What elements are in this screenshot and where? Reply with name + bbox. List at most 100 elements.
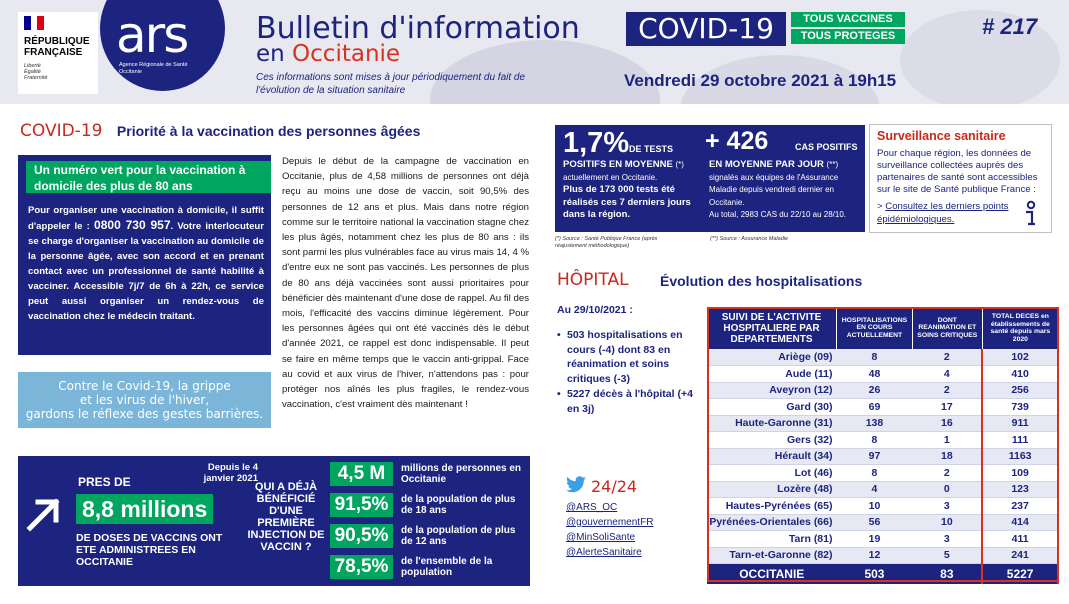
- covid-title-box: COVID-19: [626, 12, 786, 46]
- header-decoration: [900, 10, 1060, 104]
- hospitalisations-cell: 8: [836, 349, 913, 366]
- twitter-account-link[interactable]: @gouvernementFR: [566, 517, 654, 528]
- reanimation-cell: 5: [912, 547, 983, 564]
- since-date: Depuis le 4 janvier 2021: [203, 462, 258, 484]
- twitter-account-link[interactable]: @AlerteSanitaire: [566, 547, 642, 558]
- table-row: Gard (30) 69 17 739: [707, 398, 1059, 416]
- reanimation-cell: 4: [912, 365, 983, 383]
- daily-cases-description: EN MOYENNE PAR JOUR (**) signalés aux éq…: [709, 159, 846, 219]
- reanimation-cell: 3: [912, 530, 983, 548]
- department-name-cell: Lozère (48): [707, 481, 837, 498]
- deaths-cell: 1163: [981, 448, 1059, 465]
- positive-test-description: POSITIFS EN MOYENNE (*) actuellement en …: [563, 159, 691, 220]
- stat-value: 4,5 M: [330, 462, 393, 486]
- deaths-cell: 241: [981, 547, 1059, 564]
- info-icon: [1026, 200, 1036, 226]
- republique-motto: Liberté Égalité Fraternité: [24, 63, 48, 81]
- deaths-cell: 237: [981, 497, 1059, 515]
- table-row: Gers (32) 8 1 111: [707, 431, 1059, 449]
- reanimation-cell: 1: [912, 431, 983, 449]
- hospitalisations-cell: 12: [836, 547, 913, 564]
- stat-label: de la population de plus de 18 ans: [401, 494, 516, 516]
- department-name-cell: Aude (11): [707, 365, 837, 383]
- hospitalisations-cell: 48: [836, 365, 913, 383]
- column-header: SUIVI DE L'ACTIVITE HOSPITALIERE PAR DEP…: [707, 307, 837, 349]
- hospitalisations-cell: 8: [836, 431, 913, 449]
- total-hospitalisations: 503: [836, 563, 913, 584]
- reanimation-cell: 3: [912, 497, 983, 515]
- list-item: • 503 hospitalisations en cours (-4) dont…: [557, 329, 683, 385]
- column-header: TOTAL DECES en établissements de santé d…: [982, 307, 1058, 349]
- deaths-cell: 739: [981, 398, 1059, 416]
- table-row: Aude (11) 48 4 410: [707, 365, 1059, 383]
- reanimation-cell: 18: [912, 448, 983, 465]
- deaths-cell: 102: [981, 349, 1059, 366]
- hospitalisations-cell: 8: [836, 464, 913, 482]
- doses-description: DE DOSES DE VACCINS ONT ETE ADMINISTREES…: [76, 532, 223, 568]
- hospital-section-tag: HÔPITAL: [557, 270, 629, 290]
- twitter-hours: 24/24: [591, 477, 638, 496]
- department-name-cell: Hérault (34): [707, 448, 837, 465]
- twitter-account-link[interactable]: @MinSoliSante: [566, 532, 636, 543]
- pres-de-label: PRES DE: [78, 475, 131, 489]
- department-name-cell: Tarn (81): [707, 530, 837, 548]
- tests-cases-box: 1,7% DE TESTS POSITIFS EN MOYENNE (*) ac…: [555, 125, 865, 232]
- reanimation-cell: 10: [912, 514, 983, 531]
- deaths-cell: 111: [981, 431, 1059, 449]
- total-label: OCCITANIE: [707, 563, 837, 584]
- daily-cases-unit: CAS POSITIFS: [795, 142, 858, 152]
- cases-source-note: (**) Source : Assurance Maladie: [710, 236, 789, 242]
- home-vaccination-text: Pour organiser une vaccination à domicil…: [28, 205, 265, 322]
- table-row: Haute-Garonne (31) 138 16 911: [707, 415, 1059, 432]
- department-name-cell: Aveyron (12): [707, 382, 837, 399]
- surveillance-box: Surveillance sanitaire Pour chaque régio…: [869, 124, 1052, 233]
- french-flag-icon: [24, 16, 45, 30]
- department-name-cell: Pyrénées-Orientales (66): [707, 514, 837, 531]
- department-name-cell: Haute-Garonne (31): [707, 415, 837, 432]
- column-header: HOSPITALISATIONS EN COURS ACTUELLEMENT: [836, 307, 913, 349]
- table-row: Hautes-Pyrénées (65) 10 3 237: [707, 497, 1059, 515]
- table-row: Aveyron (12) 26 2 256: [707, 382, 1059, 399]
- table-row: Ariège (09) 8 2 102: [707, 349, 1059, 366]
- reanimation-cell: 17: [912, 398, 983, 416]
- reanimation-cell: 2: [912, 349, 983, 366]
- hospital-section-title: Évolution des hospitalisations: [660, 273, 863, 289]
- home-vaccination-box: Un numéro vert pour la vaccination à dom…: [18, 155, 271, 355]
- surveillance-text: Pour chaque région, les données de surve…: [877, 148, 1038, 195]
- vaccination-badge: TOUS VACCINES TOUS PROTEGES: [791, 12, 905, 44]
- twitter-bird-icon: [566, 476, 586, 493]
- reanimation-cell: 2: [912, 464, 983, 482]
- positive-test-unit: DE TESTS: [629, 144, 674, 154]
- vaccination-article-text: Depuis le début de la campagne de vaccin…: [282, 156, 529, 411]
- twitter-account-link[interactable]: @ARS_OC: [566, 502, 618, 513]
- surveillance-title: Surveillance sanitaire: [877, 129, 1006, 143]
- epidemiology-link[interactable]: Consultez les derniers points épidémiolo…: [877, 201, 1009, 225]
- table-row: Pyrénées-Orientales (66) 56 10 414: [707, 514, 1059, 531]
- deaths-cell: 410: [981, 365, 1059, 383]
- vaccination-section-heading: COVID-19 Priorité à la vaccination des p…: [20, 121, 420, 141]
- phone-number: 0800 730 957: [94, 218, 171, 232]
- doses-count: 8,8 millions: [76, 494, 214, 524]
- total-reanimation: 83: [912, 563, 983, 584]
- barrier-gestures-banner: Contre le Covid-19, la grippe et les vir…: [18, 372, 271, 428]
- hospitalisations-cell: 26: [836, 382, 913, 399]
- first-injection-question: QUI A DÉJÀ BÉNÉFICIÉ D'UNE PREMIÈRE INJE…: [247, 481, 325, 553]
- deaths-cell: 414: [981, 514, 1059, 531]
- bulletin-subtitle-region: en Occitanie: [256, 41, 401, 67]
- department-name-cell: Gard (30): [707, 398, 837, 416]
- column-header: DONT REANIMATION ET SOINS CRITIQUES: [912, 307, 983, 349]
- ars-logo: ars: [116, 6, 189, 64]
- stat-label: millions de personnes en Occitanie: [401, 463, 522, 485]
- vaccination-stats-banner: Depuis le 4 janvier 2021 PRES DE 8,8 mil…: [18, 456, 530, 586]
- table-row: Tarn-et-Garonne (82) 12 5 241: [707, 547, 1059, 564]
- table-header-row: SUIVI DE L'ACTIVITE HOSPITALIERE PAR DEP…: [707, 307, 1058, 349]
- header-banner: RÉPUBLIQUE FRANÇAISE Liberté Égalité Fra…: [0, 0, 1069, 104]
- tests-source-note: (*) Source : Santé Publique France (aprè…: [555, 236, 658, 249]
- section-tag: COVID-19: [20, 121, 103, 141]
- deaths-cell: 109: [981, 464, 1059, 482]
- hospital-date: Au 29/10/2021 :: [557, 304, 633, 316]
- stat-value: 90,5%: [330, 524, 393, 548]
- hospitalisations-cell: 138: [836, 415, 913, 432]
- stat-label: de l'ensemble de la population: [401, 556, 493, 578]
- department-name-cell: Gers (32): [707, 431, 837, 449]
